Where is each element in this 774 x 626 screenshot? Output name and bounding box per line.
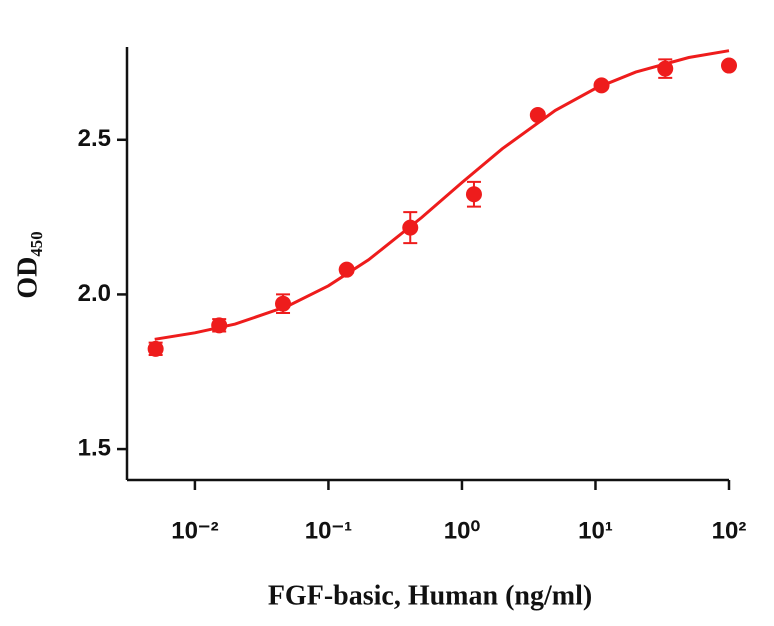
y-axis-title: OD₄₅₀ [12, 231, 43, 298]
x-tick-label: 10⁰ [444, 517, 481, 544]
data-point [147, 340, 164, 357]
data-point [402, 219, 419, 236]
y-tick-label: 1.5 [78, 434, 111, 461]
data-point [721, 57, 737, 74]
data-point [338, 261, 355, 278]
x-tick-label: 10² [712, 517, 747, 544]
x-tick-label: 10¹ [578, 517, 613, 544]
x-tick-label: 10⁻¹ [305, 517, 352, 544]
y-tick-label: 2.0 [78, 280, 111, 307]
data-point [529, 107, 546, 124]
data-point [275, 295, 292, 312]
fit-curve [154, 49, 730, 341]
data-point [593, 77, 610, 94]
data-point [465, 186, 482, 203]
data-point [657, 60, 674, 77]
data-point [211, 317, 228, 334]
x-tick-label: 10⁻² [171, 517, 218, 544]
y-tick-label: 2.5 [78, 125, 111, 152]
x-axis-title: FGF-basic, Human (ng/ml) [268, 580, 592, 611]
